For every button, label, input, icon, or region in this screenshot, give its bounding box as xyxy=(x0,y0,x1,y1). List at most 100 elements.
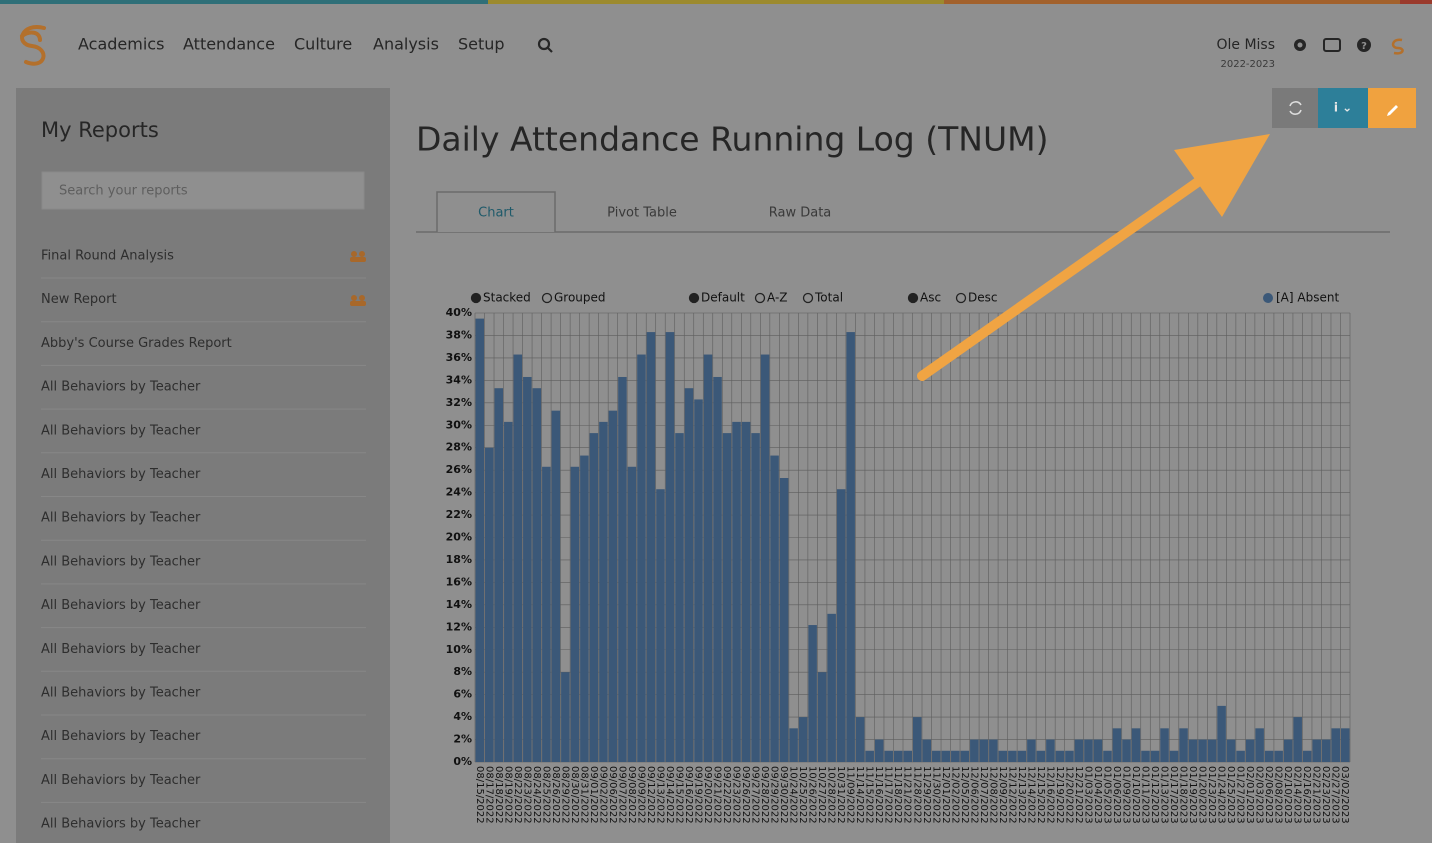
report-item[interactable]: All Behaviors by Teacher xyxy=(41,467,201,482)
bar xyxy=(846,332,855,762)
bar xyxy=(532,388,542,762)
nav-item[interactable]: Setup xyxy=(458,35,505,54)
x-tick-label: 01/04/2023 xyxy=(1092,766,1103,824)
tab[interactable]: Chart xyxy=(478,206,514,221)
x-tick-label: 08/17/2022 xyxy=(483,766,494,824)
bar xyxy=(1245,739,1255,762)
x-tick-label: 12/14/2022 xyxy=(1025,766,1036,824)
report-item[interactable]: All Behaviors by Teacher xyxy=(41,686,201,701)
x-tick-label: 08/24/2022 xyxy=(531,766,542,824)
tab[interactable]: Pivot Table xyxy=(607,206,677,221)
bar xyxy=(485,447,494,762)
option-radio[interactable] xyxy=(955,292,967,304)
edit-button[interactable] xyxy=(1368,88,1416,128)
x-tick-label: 02/14/2023 xyxy=(1292,766,1303,824)
x-tick-label: 11/15/2022 xyxy=(864,766,875,824)
bar xyxy=(1340,728,1350,762)
bar xyxy=(970,739,979,762)
school-name[interactable]: Ole Miss xyxy=(1216,37,1275,53)
stripe xyxy=(944,0,1400,4)
report-item[interactable]: All Behaviors by Teacher xyxy=(41,598,201,613)
bar xyxy=(1141,750,1150,762)
bar xyxy=(865,750,874,762)
bar xyxy=(1027,739,1036,762)
report-item[interactable]: All Behaviors by Teacher xyxy=(41,729,201,744)
report-item[interactable]: All Behaviors by Teacher xyxy=(41,380,201,395)
x-tick-label: 02/08/2023 xyxy=(1273,766,1284,824)
x-tick-label: 02/10/2023 xyxy=(1282,766,1293,824)
y-tick-label: 14% xyxy=(446,598,472,611)
nav-item[interactable]: Culture xyxy=(294,35,352,54)
report-item[interactable]: All Behaviors by Teacher xyxy=(41,773,201,788)
bar xyxy=(1160,728,1169,762)
x-tick-label: 08/18/2022 xyxy=(493,766,504,824)
x-tick-label: 12/07/2022 xyxy=(978,766,989,824)
tab[interactable]: Raw Data xyxy=(769,206,832,221)
bar xyxy=(770,455,779,762)
report-item[interactable]: Abby's Course Grades Report xyxy=(41,336,232,351)
x-tick-label: 02/27/2023 xyxy=(1330,766,1341,824)
y-tick-label: 4% xyxy=(453,710,472,723)
option-label[interactable]: Grouped xyxy=(554,291,606,305)
report-item[interactable]: All Behaviors by Teacher xyxy=(41,817,201,832)
option-radio[interactable] xyxy=(541,292,553,304)
search-input[interactable] xyxy=(41,171,365,210)
bar xyxy=(836,489,846,762)
bar xyxy=(1036,750,1046,762)
option-label[interactable]: Desc xyxy=(968,291,997,305)
report-item[interactable]: Final Round Analysis xyxy=(41,249,174,264)
option-radio[interactable] xyxy=(802,292,814,304)
x-tick-label: 08/23/2022 xyxy=(521,766,532,824)
bar xyxy=(884,750,893,762)
option-radio[interactable] xyxy=(754,292,766,304)
x-tick-label: 10/26/2022 xyxy=(807,766,818,824)
bar xyxy=(1008,750,1017,762)
header-icons[interactable]: ? xyxy=(1294,38,1404,55)
option-radio[interactable] xyxy=(907,292,919,304)
stripe xyxy=(1400,0,1432,4)
bar xyxy=(523,376,532,762)
option-radio[interactable] xyxy=(688,292,700,304)
report-item[interactable]: All Behaviors by Teacher xyxy=(41,642,201,657)
x-tick-label: 11/18/2022 xyxy=(892,766,903,824)
report-item[interactable]: All Behaviors by Teacher xyxy=(41,423,201,438)
bar xyxy=(694,399,703,762)
bar xyxy=(960,750,970,762)
bar xyxy=(979,739,989,762)
x-tick-label: 09/23/2022 xyxy=(731,766,742,824)
y-tick-label: 34% xyxy=(446,373,472,386)
refresh-button[interactable] xyxy=(1272,88,1318,128)
x-tick-label: 10/31/2022 xyxy=(835,766,846,824)
option-label[interactable]: Total xyxy=(814,291,843,305)
search-icon[interactable] xyxy=(537,37,553,53)
bar xyxy=(922,739,932,762)
option-label[interactable]: Default xyxy=(701,291,745,305)
x-tick-label: 12/19/2022 xyxy=(1054,766,1065,824)
nav-item[interactable]: Attendance xyxy=(183,35,275,54)
report-item[interactable]: All Behaviors by Teacher xyxy=(41,554,201,569)
info-button[interactable] xyxy=(1318,88,1368,128)
bar xyxy=(1264,750,1274,762)
x-tick-label: 12/08/2022 xyxy=(987,766,998,824)
bar xyxy=(1293,717,1302,762)
report-item[interactable]: New Report xyxy=(41,292,117,307)
nav-item[interactable]: Analysis xyxy=(373,35,439,54)
x-tick-label: 09/27/2022 xyxy=(750,766,761,824)
x-tick-label: 08/29/2022 xyxy=(559,766,570,824)
x-tick-label: 09/19/2022 xyxy=(693,766,704,824)
option-label[interactable]: Asc xyxy=(920,291,941,305)
report-item[interactable]: All Behaviors by Teacher xyxy=(41,511,201,526)
option-label[interactable]: A-Z xyxy=(767,291,788,305)
bar xyxy=(903,750,912,762)
x-tick-label: 01/06/2023 xyxy=(1111,766,1122,824)
x-tick-label: 12/12/2022 xyxy=(1006,766,1017,824)
nav-item[interactable]: Academics xyxy=(78,35,164,54)
option-radio[interactable] xyxy=(470,292,482,304)
bar xyxy=(989,739,998,762)
option-label[interactable]: Stacked xyxy=(483,291,531,305)
x-tick-label: 01/25/2023 xyxy=(1225,766,1236,824)
bar xyxy=(1065,750,1074,762)
sidebar xyxy=(16,88,390,843)
